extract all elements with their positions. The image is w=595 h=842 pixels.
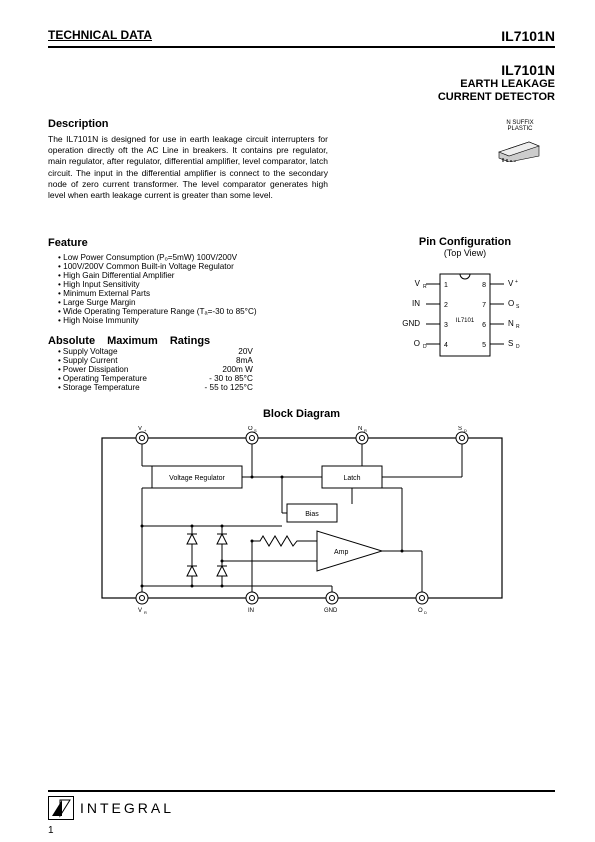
svg-text:4: 4 [444,342,448,349]
svg-text:+: + [144,428,147,433]
svg-text:O: O [414,339,420,348]
svg-text:O: O [418,608,423,614]
brand-logo-icon [48,796,74,820]
dip-package-icon: 1 [495,132,545,162]
svg-text:1: 1 [444,282,448,289]
pin-diagram: IL7101 VR 1 IN 2 GND 3 OD 4 8 V+ 7 OS 6 … [390,268,540,363]
block-diagram: V+ OS NR SD VR IN GND OD Voltage Regulat… [82,426,522,616]
svg-text:V: V [508,279,514,288]
pin-config-sub: (Top View) [385,248,545,258]
svg-text:8: 8 [482,282,486,289]
title-sub2: CURRENT DETECTOR [48,91,555,104]
pin-config-heading: Pin Configuration [385,236,545,248]
brand-name: INTEGRAL [80,800,174,816]
svg-text:S: S [516,304,520,310]
pin-config-block: Pin Configuration (Top View) IL7101 VR 1… [385,236,545,368]
svg-text:D: D [423,344,427,350]
block-diagram-heading: Block Diagram [48,408,555,420]
title-block: IL7101N EARTH LEAKAGE CURRENT DETECTOR [48,62,555,104]
svg-text:3: 3 [444,322,448,329]
svg-text:Amp: Amp [334,549,349,556]
description-heading: Description [48,118,555,130]
svg-text:N: N [508,319,514,328]
header-part-number: IL7101N [501,28,555,44]
svg-text:IN: IN [412,299,420,308]
svg-text:S: S [508,339,513,348]
rating-item: Storage Temperature- 55 to 125°C [58,383,555,392]
svg-text:GND: GND [324,608,338,614]
svg-text:R: R [423,284,427,290]
svg-text:S: S [254,428,257,433]
header: TECHNICAL DATA IL7101N [48,28,555,48]
svg-text:GND: GND [402,319,420,328]
svg-text:D: D [464,428,467,433]
svg-text:O: O [248,426,253,432]
page-number: 1 [48,825,54,836]
ratings-h3: Ratings [170,335,210,347]
svg-text:6: 6 [482,322,486,329]
svg-text:V: V [138,608,142,614]
svg-text:IN: IN [248,608,254,614]
svg-text:O: O [508,299,514,308]
svg-text:S: S [458,426,462,432]
header-left: TECHNICAL DATA [48,28,152,44]
svg-text:5: 5 [482,342,486,349]
svg-text:V: V [138,426,142,432]
svg-text:2: 2 [444,302,448,309]
svg-text:Bias: Bias [305,511,319,518]
svg-text:7: 7 [482,302,486,309]
svg-text:D: D [516,344,520,350]
title-main: IL7101N [48,62,555,78]
footer: INTEGRAL [48,790,555,820]
description-body: The IL7101N is designed for use in earth… [48,134,328,200]
ratings-h2: Maximum [107,335,158,347]
rating-item: Operating Temperature- 30 to 85°C [58,374,555,383]
title-sub1: EARTH LEAKAGE [48,78,555,91]
svg-text:IL7101: IL7101 [456,318,475,324]
svg-text:R: R [516,324,520,330]
svg-text:D: D [424,610,427,615]
package-drawing: N SUFFIX PLASTIC 1 [495,120,545,164]
svg-text:R: R [364,428,367,433]
ratings-h1: Absolute [48,335,95,347]
svg-text:V: V [415,279,421,288]
svg-text:+: + [515,279,518,285]
svg-text:Voltage Regulator: Voltage Regulator [169,475,225,482]
svg-text:R: R [144,610,147,615]
svg-text:Latch: Latch [343,475,360,482]
svg-text:N: N [358,426,362,432]
